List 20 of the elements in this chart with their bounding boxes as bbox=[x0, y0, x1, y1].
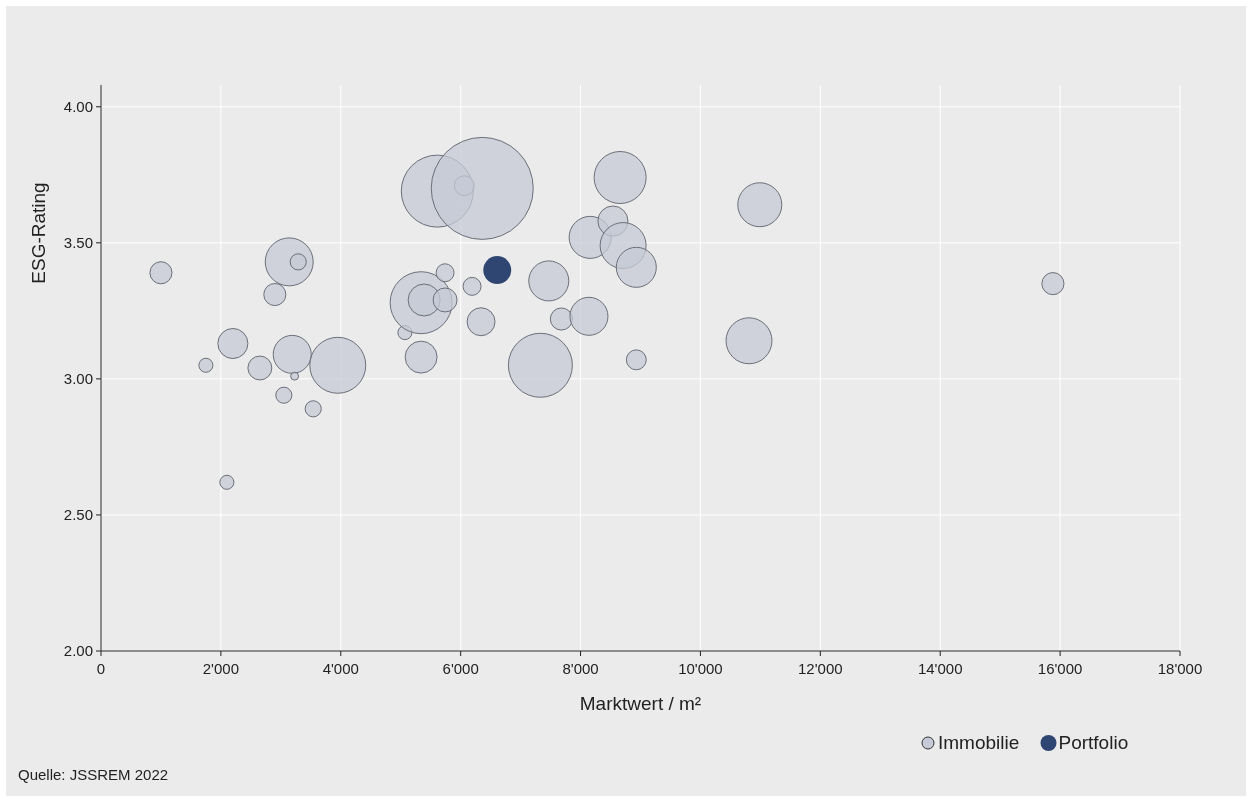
y-tick-label: 2.50 bbox=[63, 505, 93, 523]
x-tick-label: 16'000 bbox=[1037, 660, 1083, 677]
legend-label: Immobilie bbox=[938, 732, 1020, 753]
y-axis-title: ESG-Rating bbox=[28, 182, 49, 284]
x-axis-title: Marktwert / m² bbox=[579, 693, 702, 714]
x-tick-label: 14'000 bbox=[917, 660, 963, 677]
x-tick-label: 6'000 bbox=[442, 660, 479, 677]
x-tick-label: 8'000 bbox=[562, 660, 599, 677]
y-tick-label: 3.00 bbox=[63, 369, 93, 387]
y-tick-label: 2.00 bbox=[63, 642, 93, 659]
x-tick-label: 0 bbox=[96, 660, 106, 677]
y-tick-label: 4.00 bbox=[63, 97, 93, 115]
x-tick-label: 10'000 bbox=[678, 660, 723, 677]
source-note: Quelle: JSSREM 2022 bbox=[18, 766, 169, 783]
x-tick-label: 18'000 bbox=[1157, 660, 1203, 677]
x-tick-label: 12'000 bbox=[798, 660, 843, 677]
x-tick-label: 2'000 bbox=[202, 660, 240, 677]
x-tick-label: 4'000 bbox=[322, 660, 359, 677]
legend-label: Portfolio bbox=[1058, 732, 1129, 753]
y-tick-label: 3.50 bbox=[63, 233, 93, 251]
